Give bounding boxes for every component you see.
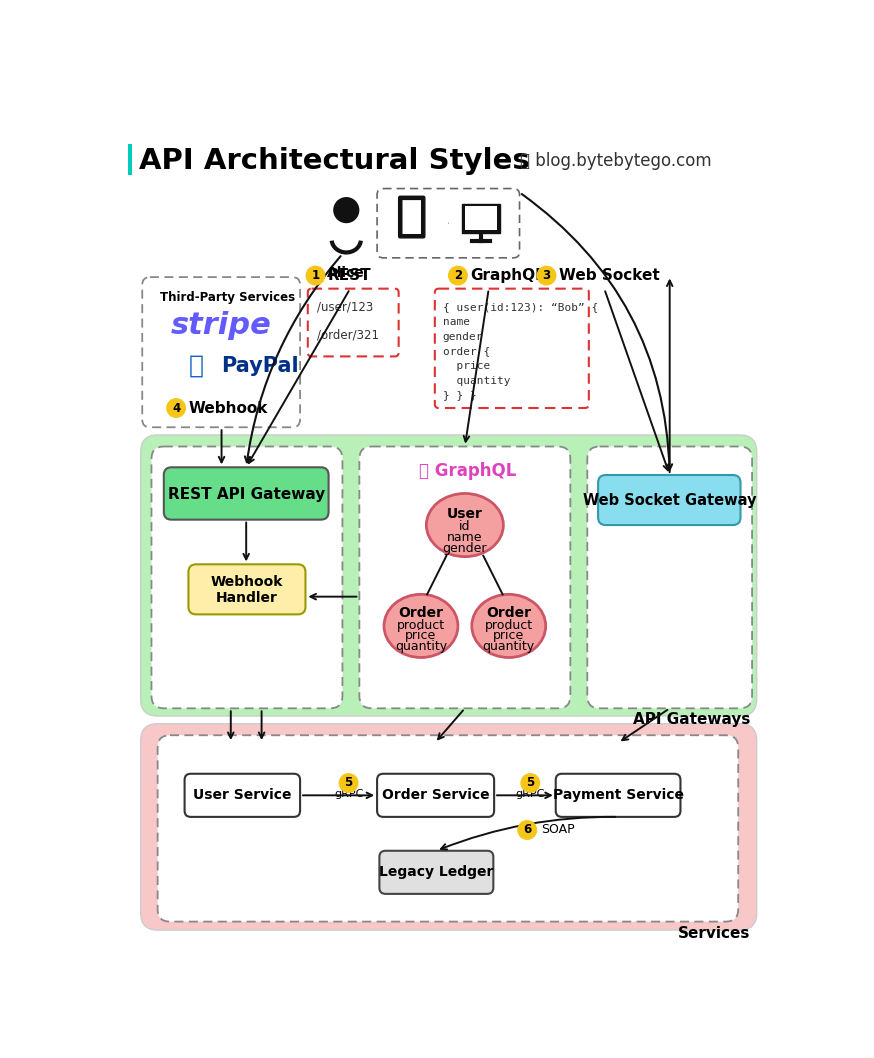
Circle shape <box>538 267 556 285</box>
Text: ⓟ: ⓟ <box>189 353 204 378</box>
Text: stripe: stripe <box>171 311 272 340</box>
Circle shape <box>448 267 468 285</box>
FancyBboxPatch shape <box>157 735 739 922</box>
Text: ⛳ blog.bytebytego.com: ⛳ blog.bytebytego.com <box>519 152 711 170</box>
Text: 6: 6 <box>524 823 531 837</box>
Text: API Architectural Styles: API Architectural Styles <box>139 147 530 175</box>
Text: /order/321: /order/321 <box>317 328 379 342</box>
Text: /user/123: /user/123 <box>317 300 373 313</box>
Ellipse shape <box>427 493 503 557</box>
Text: gRPC: gRPC <box>334 789 364 799</box>
FancyBboxPatch shape <box>435 289 589 408</box>
Bar <box>128 144 132 175</box>
FancyBboxPatch shape <box>461 204 500 233</box>
Text: Order: Order <box>399 606 443 620</box>
Text: GraphQL: GraphQL <box>470 268 545 284</box>
Circle shape <box>521 773 539 792</box>
Text: API Gateways: API Gateways <box>633 712 751 727</box>
FancyBboxPatch shape <box>598 475 740 525</box>
Text: 📱: 📱 <box>403 208 421 238</box>
Ellipse shape <box>384 595 458 657</box>
FancyBboxPatch shape <box>377 188 519 258</box>
Text: gRPC: gRPC <box>516 789 545 799</box>
FancyBboxPatch shape <box>151 446 343 708</box>
Text: Third-Party Services: Third-Party Services <box>160 291 295 304</box>
FancyBboxPatch shape <box>377 773 494 817</box>
Text: REST: REST <box>328 268 371 284</box>
FancyBboxPatch shape <box>403 200 421 234</box>
Text: order {: order { <box>442 346 489 357</box>
Text: Alice: Alice <box>328 266 365 279</box>
FancyBboxPatch shape <box>141 435 757 716</box>
Text: gender: gender <box>442 332 483 342</box>
Text: quantity: quantity <box>442 376 510 386</box>
Text: User Service: User Service <box>193 788 292 802</box>
Text: name: name <box>447 531 482 544</box>
Text: { user(id:123): “Bob” {: { user(id:123): “Bob” { <box>442 303 598 312</box>
Text: product: product <box>397 619 445 632</box>
FancyBboxPatch shape <box>141 724 757 930</box>
Text: 5: 5 <box>344 777 353 789</box>
Text: Webhook
Handler: Webhook Handler <box>211 574 283 605</box>
Text: product: product <box>485 619 533 632</box>
FancyBboxPatch shape <box>163 468 329 519</box>
Circle shape <box>306 267 325 285</box>
Circle shape <box>518 821 537 839</box>
Circle shape <box>333 197 359 223</box>
Text: 3: 3 <box>543 269 551 282</box>
Text: Legacy Ledger: Legacy Ledger <box>379 865 494 879</box>
FancyBboxPatch shape <box>308 289 399 357</box>
Text: Webhook: Webhook <box>189 401 267 416</box>
FancyBboxPatch shape <box>556 773 681 817</box>
Circle shape <box>339 773 357 792</box>
Text: 4: 4 <box>172 401 180 415</box>
Text: name: name <box>442 317 469 327</box>
Text: price: price <box>406 630 437 642</box>
Text: Services: Services <box>678 926 751 942</box>
Circle shape <box>167 399 185 417</box>
FancyBboxPatch shape <box>465 206 497 231</box>
FancyBboxPatch shape <box>359 446 571 708</box>
Text: price: price <box>493 630 524 642</box>
Text: Payment Service: Payment Service <box>552 788 683 802</box>
Text: quantity: quantity <box>395 640 447 653</box>
Text: User: User <box>447 507 482 522</box>
Text: price: price <box>442 361 489 371</box>
Text: ⛳ GraphQL: ⛳ GraphQL <box>419 462 516 480</box>
Text: id: id <box>459 521 470 533</box>
Text: REST API Gateway: REST API Gateway <box>168 487 325 501</box>
Ellipse shape <box>472 595 545 657</box>
Text: PayPal: PayPal <box>221 355 299 376</box>
Text: gender: gender <box>442 542 487 554</box>
Text: 5: 5 <box>526 777 534 789</box>
FancyBboxPatch shape <box>184 773 300 817</box>
Text: Order: Order <box>486 606 531 620</box>
Text: quantity: quantity <box>482 640 535 653</box>
Text: } } }: } } } <box>442 390 476 400</box>
FancyBboxPatch shape <box>142 277 300 427</box>
Text: 1: 1 <box>311 269 320 282</box>
Text: 📱: 📱 <box>447 222 448 224</box>
FancyBboxPatch shape <box>399 197 425 238</box>
Text: 2: 2 <box>454 269 462 282</box>
Text: SOAP: SOAP <box>541 823 575 837</box>
Text: Web Socket Gateway: Web Socket Gateway <box>583 493 756 508</box>
FancyBboxPatch shape <box>189 564 306 615</box>
FancyBboxPatch shape <box>587 446 752 708</box>
Text: Web Socket: Web Socket <box>558 268 660 284</box>
Text: Order Service: Order Service <box>382 788 489 802</box>
FancyBboxPatch shape <box>379 851 493 894</box>
